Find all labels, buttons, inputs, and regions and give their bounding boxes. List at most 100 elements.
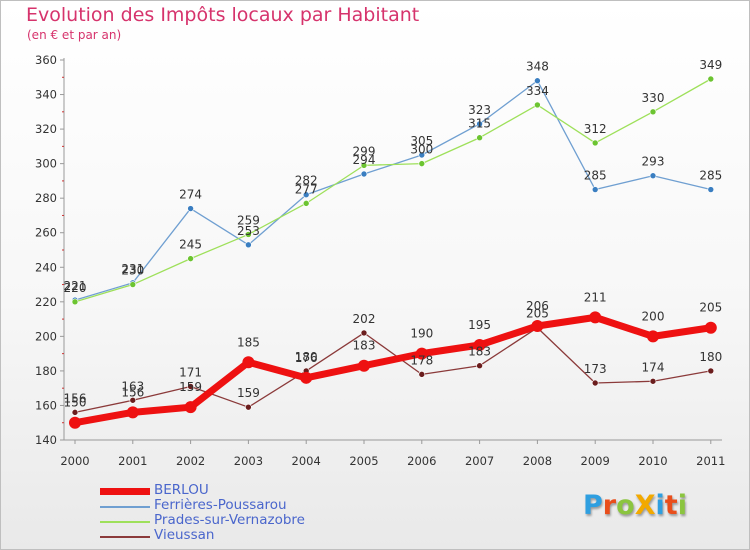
- data-label-ferri-res-poussarou: 285: [584, 169, 607, 183]
- data-point-berlou: [704, 321, 717, 334]
- data-label-vieussan: 173: [584, 362, 607, 376]
- data-point-ferri-res-poussarou: [707, 186, 715, 193]
- data-label-berlou: 206: [526, 299, 549, 313]
- data-label-ferri-res-poussarou: 285: [699, 169, 722, 183]
- series-line-prades-sur-vernazobre: [74, 78, 712, 303]
- data-point-prades-sur-vernazobre: [591, 139, 599, 147]
- data-point-prades-sur-vernazobre: [476, 134, 483, 142]
- data-point-vieussan: [476, 362, 483, 370]
- data-label-berlou: 156: [121, 385, 144, 399]
- data-point-berlou: [69, 416, 81, 429]
- data-point-vieussan: [649, 377, 657, 385]
- y-tick-label: 220: [35, 295, 57, 309]
- data-label-prades-sur-vernazobre: 220: [64, 281, 87, 295]
- data-label-vieussan: 174: [642, 360, 665, 374]
- x-tick-label: 2005: [349, 454, 378, 468]
- data-point-berlou: [415, 347, 428, 360]
- data-label-prades-sur-vernazobre: 299: [353, 144, 376, 158]
- data-label-berlou: 190: [410, 327, 433, 341]
- data-point-prades-sur-vernazobre: [245, 231, 252, 238]
- y-tick-label: 140: [35, 433, 57, 447]
- data-label-prades-sur-vernazobre: 277: [295, 182, 318, 196]
- data-point-vieussan: [707, 367, 715, 375]
- series-line-berlou: [71, 313, 715, 427]
- data-point-berlou: [184, 401, 197, 414]
- data-point-prades-sur-vernazobre: [129, 281, 137, 288]
- data-point-berlou: [358, 359, 370, 372]
- y-tick-label: 360: [35, 53, 57, 67]
- data-label-vieussan: 180: [295, 350, 318, 364]
- legend-swatch: [100, 506, 150, 508]
- x-tick-label: 2003: [234, 454, 263, 468]
- data-point-berlou: [242, 356, 255, 369]
- data-label-berlou: 205: [699, 301, 722, 315]
- x-tick-label: 2010: [638, 454, 667, 468]
- data-label-vieussan: 156: [64, 391, 87, 405]
- data-label-berlou: 159: [179, 380, 202, 394]
- data-point-vieussan: [245, 403, 252, 411]
- y-tick-label: 320: [35, 122, 57, 136]
- data-point-berlou: [473, 339, 486, 351]
- data-point-berlou: [126, 406, 139, 419]
- data-label-prades-sur-vernazobre: 259: [237, 213, 260, 227]
- x-tick-label: 2002: [176, 454, 205, 468]
- data-point-prades-sur-vernazobre: [534, 101, 541, 109]
- data-label-vieussan: 159: [237, 386, 260, 400]
- data-point-berlou: [647, 330, 659, 343]
- data-label-vieussan: 171: [179, 365, 202, 379]
- data-point-ferri-res-poussarou: [245, 241, 252, 249]
- chart-title: Evolution des Impôts locaux par Habitant: [26, 4, 420, 26]
- x-tick-label: 2011: [696, 454, 725, 468]
- data-point-prades-sur-vernazobre: [187, 255, 194, 262]
- data-label-berlou: 185: [237, 335, 260, 349]
- data-label-berlou: 200: [642, 309, 665, 323]
- legend-label: Ferrières-Poussarou: [154, 497, 287, 513]
- data-label-prades-sur-vernazobre: 312: [584, 122, 607, 136]
- data-label-prades-sur-vernazobre: 300: [410, 143, 433, 157]
- data-point-prades-sur-vernazobre: [302, 200, 310, 207]
- data-label-vieussan: 205: [526, 307, 549, 321]
- data-label-vieussan: 183: [468, 345, 491, 359]
- series-line-vieussan: [74, 327, 712, 414]
- proxiti-logo: ProXiti: [583, 490, 687, 521]
- data-point-vieussan: [71, 409, 79, 416]
- data-point-ferri-res-poussarou: [534, 77, 541, 85]
- x-tick-label: 2004: [292, 454, 321, 468]
- data-label-ferri-res-poussarou: 294: [353, 153, 376, 167]
- data-label-prades-sur-vernazobre: 349: [699, 58, 722, 72]
- data-point-prades-sur-vernazobre: [71, 298, 79, 306]
- data-point-berlou: [531, 320, 544, 332]
- y-tick-label: 180: [35, 364, 57, 378]
- data-label-ferri-res-poussarou: 253: [237, 224, 260, 238]
- data-label-prades-sur-vernazobre: 315: [468, 117, 491, 131]
- chart-subtitle: (en € et par an): [27, 28, 122, 42]
- legend-swatch: [100, 488, 150, 495]
- data-point-prades-sur-vernazobre: [418, 160, 426, 167]
- data-point-vieussan: [187, 383, 194, 390]
- y-tick-label: 240: [35, 260, 57, 274]
- data-label-berlou: 183: [353, 339, 376, 353]
- data-label-prades-sur-vernazobre: 330: [642, 91, 665, 105]
- data-point-ferri-res-poussarou: [360, 170, 368, 178]
- data-label-ferri-res-poussarou: 293: [642, 155, 665, 169]
- data-point-vieussan: [418, 371, 426, 378]
- data-label-vieussan: 163: [121, 379, 144, 393]
- y-tick-label: 200: [35, 329, 57, 343]
- data-point-berlou: [589, 311, 602, 324]
- data-point-vieussan: [129, 396, 137, 404]
- data-label-ferri-res-poussarou: 221: [64, 279, 87, 293]
- line-chart: 140 160 180 200 220 240 260 280 300 320 340 360 2000…: [35, 53, 725, 468]
- data-point-prades-sur-vernazobre: [649, 108, 657, 116]
- y-tick-label: 300: [35, 157, 57, 171]
- x-tick-label: 2009: [581, 454, 610, 468]
- data-point-ferri-res-poussarou: [591, 186, 599, 193]
- data-label-ferri-res-poussarou: 323: [468, 103, 491, 117]
- data-point-berlou: [300, 371, 313, 384]
- data-label-prades-sur-vernazobre: 230: [121, 264, 144, 278]
- y-tick-label: 280: [35, 191, 57, 205]
- y-tick-label: 340: [35, 88, 57, 102]
- x-tick-label: 2007: [465, 454, 494, 468]
- x-tick-label: 2008: [523, 454, 552, 468]
- data-label-vieussan: 202: [353, 312, 376, 326]
